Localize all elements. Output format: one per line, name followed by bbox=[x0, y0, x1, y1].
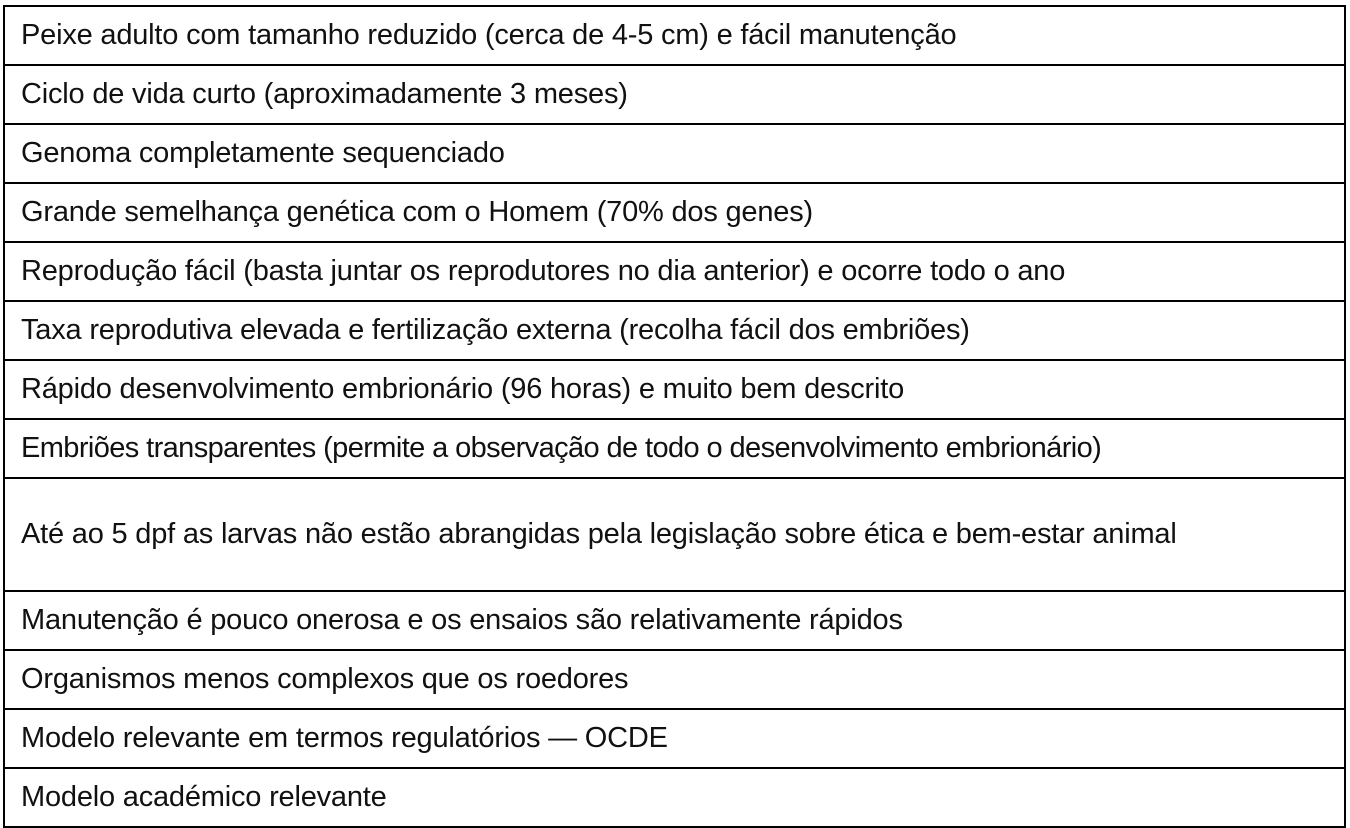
table-cell: Modelo relevante em termos regulatórios … bbox=[3, 708, 1346, 769]
table-cell: Genoma completamente sequenciado bbox=[3, 123, 1346, 184]
table-cell: Manutenção é pouco onerosa e os ensaios … bbox=[3, 590, 1346, 651]
table-cell: Reprodução fácil (basta juntar os reprod… bbox=[3, 241, 1346, 302]
table-cell: Ciclo de vida curto (aproximadamente 3 m… bbox=[3, 64, 1346, 125]
table-cell: Peixe adulto com tamanho reduzido (cerca… bbox=[3, 5, 1346, 66]
table-cell: Modelo académico relevante bbox=[3, 767, 1346, 828]
table-cell: Organismos menos complexos que os roedor… bbox=[3, 649, 1346, 710]
table-cell: Rápido desenvolvimento embrionário (96 h… bbox=[3, 359, 1346, 420]
table-row: Peixe adulto com tamanho reduzido (cerca… bbox=[3, 5, 1346, 66]
table-row: Reprodução fácil (basta juntar os reprod… bbox=[3, 241, 1346, 302]
table-row: Modelo relevante em termos regulatórios … bbox=[3, 708, 1346, 769]
table-row: Embriões transparentes (permite a observ… bbox=[3, 418, 1346, 479]
table-row: Manutenção é pouco onerosa e os ensaios … bbox=[3, 590, 1346, 651]
table-row: Grande semelhança genética com o Homem (… bbox=[3, 182, 1346, 243]
table-row: Modelo académico relevante bbox=[3, 767, 1346, 828]
table-row: Rápido desenvolvimento embrionário (96 h… bbox=[3, 359, 1346, 420]
table-cell: Taxa reprodutiva elevada e fertilização … bbox=[3, 300, 1346, 361]
table-row: Até ao 5 dpf as larvas não estão abrangi… bbox=[3, 477, 1346, 592]
table-cell: Até ao 5 dpf as larvas não estão abrangi… bbox=[3, 477, 1346, 592]
table-row: Taxa reprodutiva elevada e fertilização … bbox=[3, 300, 1346, 361]
table-row: Ciclo de vida curto (aproximadamente 3 m… bbox=[3, 64, 1346, 125]
table-row: Organismos menos complexos que os roedor… bbox=[3, 649, 1346, 710]
table-cell: Grande semelhança genética com o Homem (… bbox=[3, 182, 1346, 243]
table-row: Genoma completamente sequenciado bbox=[3, 123, 1346, 184]
table-cell: Embriões transparentes (permite a observ… bbox=[3, 418, 1346, 479]
zebrafish-advantages-table: Peixe adulto com tamanho reduzido (cerca… bbox=[3, 5, 1346, 828]
